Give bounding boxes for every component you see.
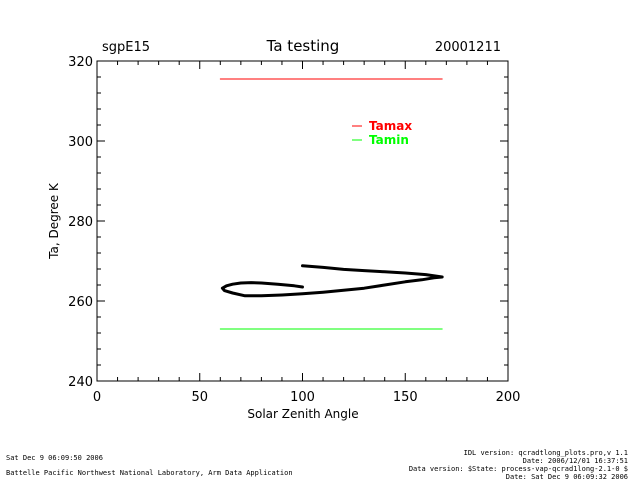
plot-series: [219, 78, 444, 330]
chart-title: Ta testing: [266, 37, 340, 55]
site-label: sgpE15: [102, 40, 150, 55]
footer-data-version: Data version: $State: process-vap-qcrad1…: [408, 465, 628, 473]
y-tick-label: 320: [68, 55, 93, 70]
date-label: 20001211: [435, 40, 501, 55]
plot-frame: [96, 60, 509, 382]
y-tick-label: 240: [68, 375, 93, 390]
axes: [96, 60, 509, 382]
y-tick-label: 300: [68, 135, 93, 150]
y-tick-label: 260: [68, 295, 93, 310]
x-tick-label: 200: [496, 390, 521, 405]
legend-label-tamax: Tamax: [369, 119, 412, 133]
footer-date-right: Date: Sat Dec 9 06:09:32 2006: [505, 473, 628, 481]
x-tick-label: 50: [191, 390, 208, 405]
tick-marks: [96, 60, 509, 382]
x-tick-label: 0: [93, 390, 101, 405]
footer-date-left: Sat Dec 9 06:09:50 2006: [6, 454, 103, 462]
footer-idl-version: IDL version: qcradtlong_plots.pro,v 1.1: [463, 449, 628, 457]
tick-labels: 0 50 100 150 200 240 260 280 300 320: [68, 55, 520, 405]
y-tick-label: 280: [68, 215, 93, 230]
footer-idl-date: Date: 2006/12/01 16:37:51: [522, 457, 628, 465]
footer-organization: Battelle Pacific Northwest National Labo…: [6, 469, 293, 477]
x-tick-label: 100: [290, 390, 315, 405]
series-line-ta: [220, 264, 444, 298]
x-axis-label: Solar Zenith Angle: [247, 407, 358, 421]
legend-label-tamin: Tamin: [369, 133, 409, 147]
x-tick-label: 150: [393, 390, 418, 405]
y-axis-label: Ta, Degree K: [47, 182, 61, 260]
